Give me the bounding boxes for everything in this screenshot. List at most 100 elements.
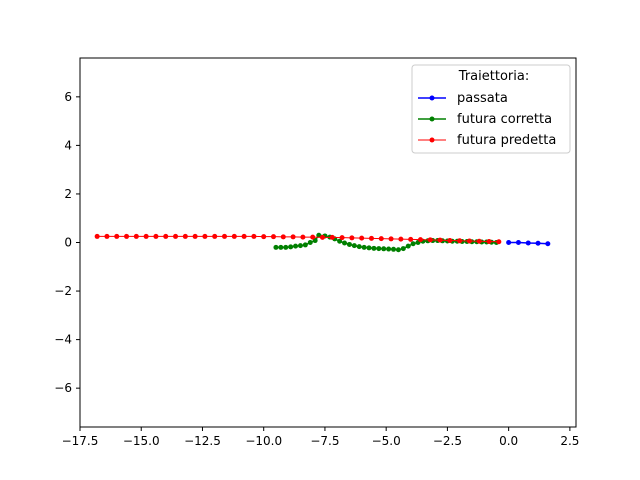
data-point-futura-predetta bbox=[231, 233, 237, 239]
data-point-passata bbox=[525, 240, 531, 246]
data-point-futura-predetta bbox=[261, 234, 267, 240]
y-tick-label: 2 bbox=[64, 187, 72, 201]
data-point-futura-corretta bbox=[376, 246, 382, 252]
data-point-futura-predetta bbox=[486, 239, 492, 245]
data-point-futura-corretta bbox=[288, 244, 294, 250]
plot-lines bbox=[94, 232, 551, 253]
data-point-futura-predetta bbox=[212, 233, 218, 239]
data-point-futura-predetta bbox=[368, 235, 374, 241]
data-point-futura-corretta bbox=[337, 238, 343, 244]
x-tick-label: −17.5 bbox=[62, 434, 99, 448]
legend-label: futura corretta bbox=[457, 112, 552, 127]
data-point-futura-corretta bbox=[371, 245, 377, 251]
x-tick-label: −12.5 bbox=[184, 434, 221, 448]
y-axis: −6 −4 −2 0 2 4 6 bbox=[54, 90, 80, 395]
data-point-passata bbox=[515, 240, 521, 245]
legend-box bbox=[411, 64, 571, 154]
data-point-futura-corretta bbox=[356, 244, 362, 250]
y-tick-label: −4 bbox=[54, 333, 72, 347]
data-point-futura-predetta bbox=[359, 235, 365, 241]
x-axis: −17.5 −15.0 −12.5 −10.0 −7.5 −5.0 −2.5 0.0 2.5 bbox=[62, 427, 579, 448]
legend-label: futura predetta bbox=[457, 133, 556, 148]
data-point-futura-corretta bbox=[297, 243, 303, 249]
y-tick-label: 6 bbox=[64, 90, 72, 104]
data-point-futura-corretta bbox=[400, 246, 406, 252]
legend-entries: passata futura corretta futura predetta bbox=[418, 91, 556, 148]
y-tick-label: −6 bbox=[54, 381, 72, 395]
data-point-futura-corretta bbox=[391, 246, 397, 252]
data-point-futura-predetta bbox=[143, 233, 149, 239]
data-point-futura-predetta bbox=[300, 234, 306, 240]
data-point-passata bbox=[535, 240, 541, 246]
data-point-futura-predetta bbox=[104, 233, 110, 239]
data-point-futura-predetta bbox=[339, 235, 345, 241]
y-tick-label: −2 bbox=[54, 284, 72, 298]
data-point-futura-predetta bbox=[173, 233, 179, 239]
data-point-futura-predetta bbox=[192, 233, 198, 239]
data-point-futura-predetta bbox=[476, 238, 482, 244]
data-point-futura-predetta bbox=[222, 233, 228, 239]
data-point-futura-corretta bbox=[302, 242, 308, 248]
data-point-futura-predetta bbox=[271, 234, 277, 240]
legend-label: passata bbox=[457, 91, 508, 106]
legend-entry-futura-predetta: futura predetta bbox=[418, 133, 556, 148]
data-point-futura-predetta bbox=[378, 236, 384, 242]
legend: Traiettoria: passata futura corretta futur… bbox=[411, 64, 571, 154]
data-point-futura-predetta bbox=[280, 234, 286, 240]
data-point-futura-corretta bbox=[307, 240, 313, 245]
x-tick-label: −5.0 bbox=[372, 434, 401, 448]
data-point-futura-predetta bbox=[417, 237, 423, 243]
data-point-passata bbox=[545, 241, 551, 247]
data-point-futura-corretta bbox=[293, 243, 299, 249]
data-point-futura-predetta bbox=[251, 233, 257, 239]
data-point-futura-predetta bbox=[496, 239, 502, 245]
data-point-futura-predetta bbox=[94, 233, 100, 239]
legend-entry-futura-corretta: futura corretta bbox=[418, 112, 552, 127]
series-passata bbox=[506, 240, 551, 247]
series-futura-predetta bbox=[94, 233, 502, 245]
x-tick-label: 2.5 bbox=[560, 434, 579, 448]
data-point-futura-predetta bbox=[241, 233, 247, 239]
legend-title: Traiettoria: bbox=[458, 69, 529, 84]
data-point-futura-predetta bbox=[398, 236, 404, 242]
data-point-futura-corretta bbox=[283, 244, 289, 250]
x-tick-label: −10.0 bbox=[245, 434, 282, 448]
data-point-futura-predetta bbox=[202, 233, 208, 239]
data-point-futura-predetta bbox=[329, 234, 335, 240]
data-point-futura-predetta bbox=[408, 236, 414, 242]
data-point-futura-corretta bbox=[273, 244, 279, 250]
data-point-futura-corretta bbox=[346, 241, 352, 247]
legend-marker bbox=[429, 116, 435, 122]
data-point-futura-predetta bbox=[290, 234, 296, 240]
data-point-futura-predetta bbox=[319, 234, 325, 240]
data-point-futura-corretta bbox=[395, 247, 401, 253]
x-tick-label: 0.0 bbox=[499, 434, 518, 448]
y-tick-label: 4 bbox=[64, 138, 72, 152]
data-point-futura-predetta bbox=[437, 237, 443, 243]
data-point-futura-predetta bbox=[466, 238, 472, 244]
data-point-futura-predetta bbox=[427, 237, 433, 243]
x-tick-label: −15.0 bbox=[123, 434, 160, 448]
legend-entry-passata: passata bbox=[418, 91, 508, 106]
data-point-futura-predetta bbox=[447, 238, 453, 244]
data-point-passata bbox=[506, 240, 512, 245]
legend-marker bbox=[429, 137, 435, 143]
data-point-futura-predetta bbox=[310, 234, 316, 240]
x-tick-label: −7.5 bbox=[310, 434, 339, 448]
legend-marker bbox=[429, 95, 435, 101]
data-point-futura-predetta bbox=[133, 233, 139, 239]
data-point-futura-corretta bbox=[386, 246, 392, 252]
data-point-futura-corretta bbox=[410, 241, 416, 247]
x-tick-label: −2.5 bbox=[433, 434, 462, 448]
data-point-futura-corretta bbox=[342, 240, 348, 246]
y-tick-label: 0 bbox=[64, 236, 72, 250]
data-point-futura-predetta bbox=[124, 233, 130, 239]
data-point-futura-predetta bbox=[349, 235, 355, 241]
data-point-futura-predetta bbox=[182, 233, 188, 239]
data-point-futura-corretta bbox=[316, 232, 322, 238]
data-point-futura-corretta bbox=[361, 244, 367, 250]
data-point-futura-corretta bbox=[278, 244, 284, 250]
data-point-futura-predetta bbox=[163, 233, 169, 239]
data-point-futura-predetta bbox=[153, 233, 159, 239]
